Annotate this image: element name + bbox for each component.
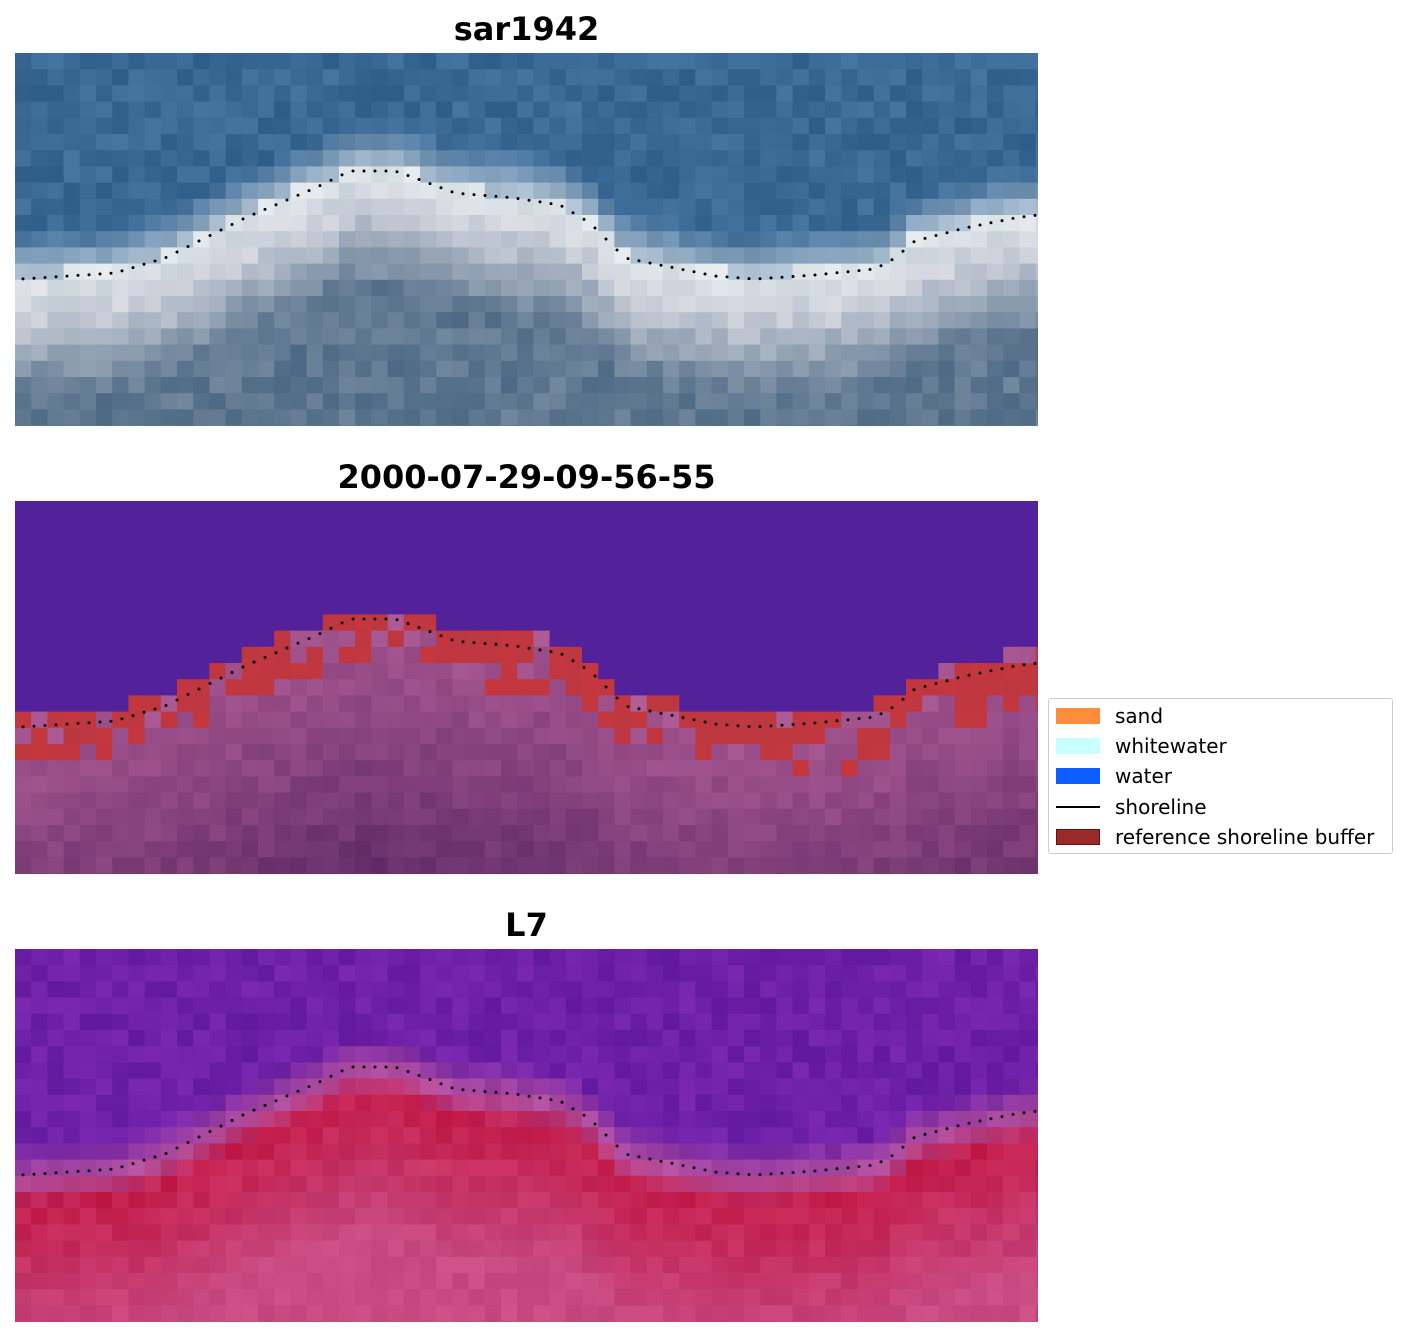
shoreline-dots <box>21 1065 1037 1177</box>
shoreline-dots <box>21 617 1037 729</box>
index-image <box>15 949 1038 1322</box>
rgb-image-panel <box>15 53 1038 426</box>
panel-title-classified: 2000-07-29-09-56-55 <box>337 458 716 496</box>
classified-image <box>15 501 1038 874</box>
rgb-satellite-image <box>15 53 1038 426</box>
legend-label-water: water <box>1115 764 1172 788</box>
legend: sand whitewater water shoreline referenc… <box>1048 698 1393 854</box>
legend-label-reference-buffer: reference shoreline buffer <box>1115 825 1375 849</box>
whitewater-swatch <box>1056 738 1100 754</box>
classified-image-panel <box>15 501 1038 874</box>
water-swatch <box>1056 768 1100 784</box>
legend-item-reference-buffer: reference shoreline buffer <box>1056 825 1375 849</box>
index-image-panel <box>15 949 1038 1322</box>
legend-item-shoreline: shoreline <box>1056 795 1207 819</box>
pixel-mosaic <box>15 53 1038 426</box>
panel-title-index: L7 <box>505 906 548 944</box>
pixel-mosaic <box>15 949 1038 1322</box>
legend-label-whitewater: whitewater <box>1115 734 1227 758</box>
shoreline-dots <box>21 169 1037 281</box>
legend-label-shoreline: shoreline <box>1115 795 1207 819</box>
panel-title-rgb: sar1942 <box>453 10 600 48</box>
legend-item-sand: sand <box>1056 704 1164 728</box>
shoreline-line-swatch <box>1056 806 1100 808</box>
legend-item-whitewater: whitewater <box>1056 734 1227 758</box>
pixel-mosaic <box>15 501 1038 874</box>
legend-item-water: water <box>1056 764 1172 788</box>
reference-buffer-swatch <box>1056 829 1100 845</box>
legend-label-sand: sand <box>1115 704 1164 728</box>
sand-swatch <box>1056 708 1100 724</box>
